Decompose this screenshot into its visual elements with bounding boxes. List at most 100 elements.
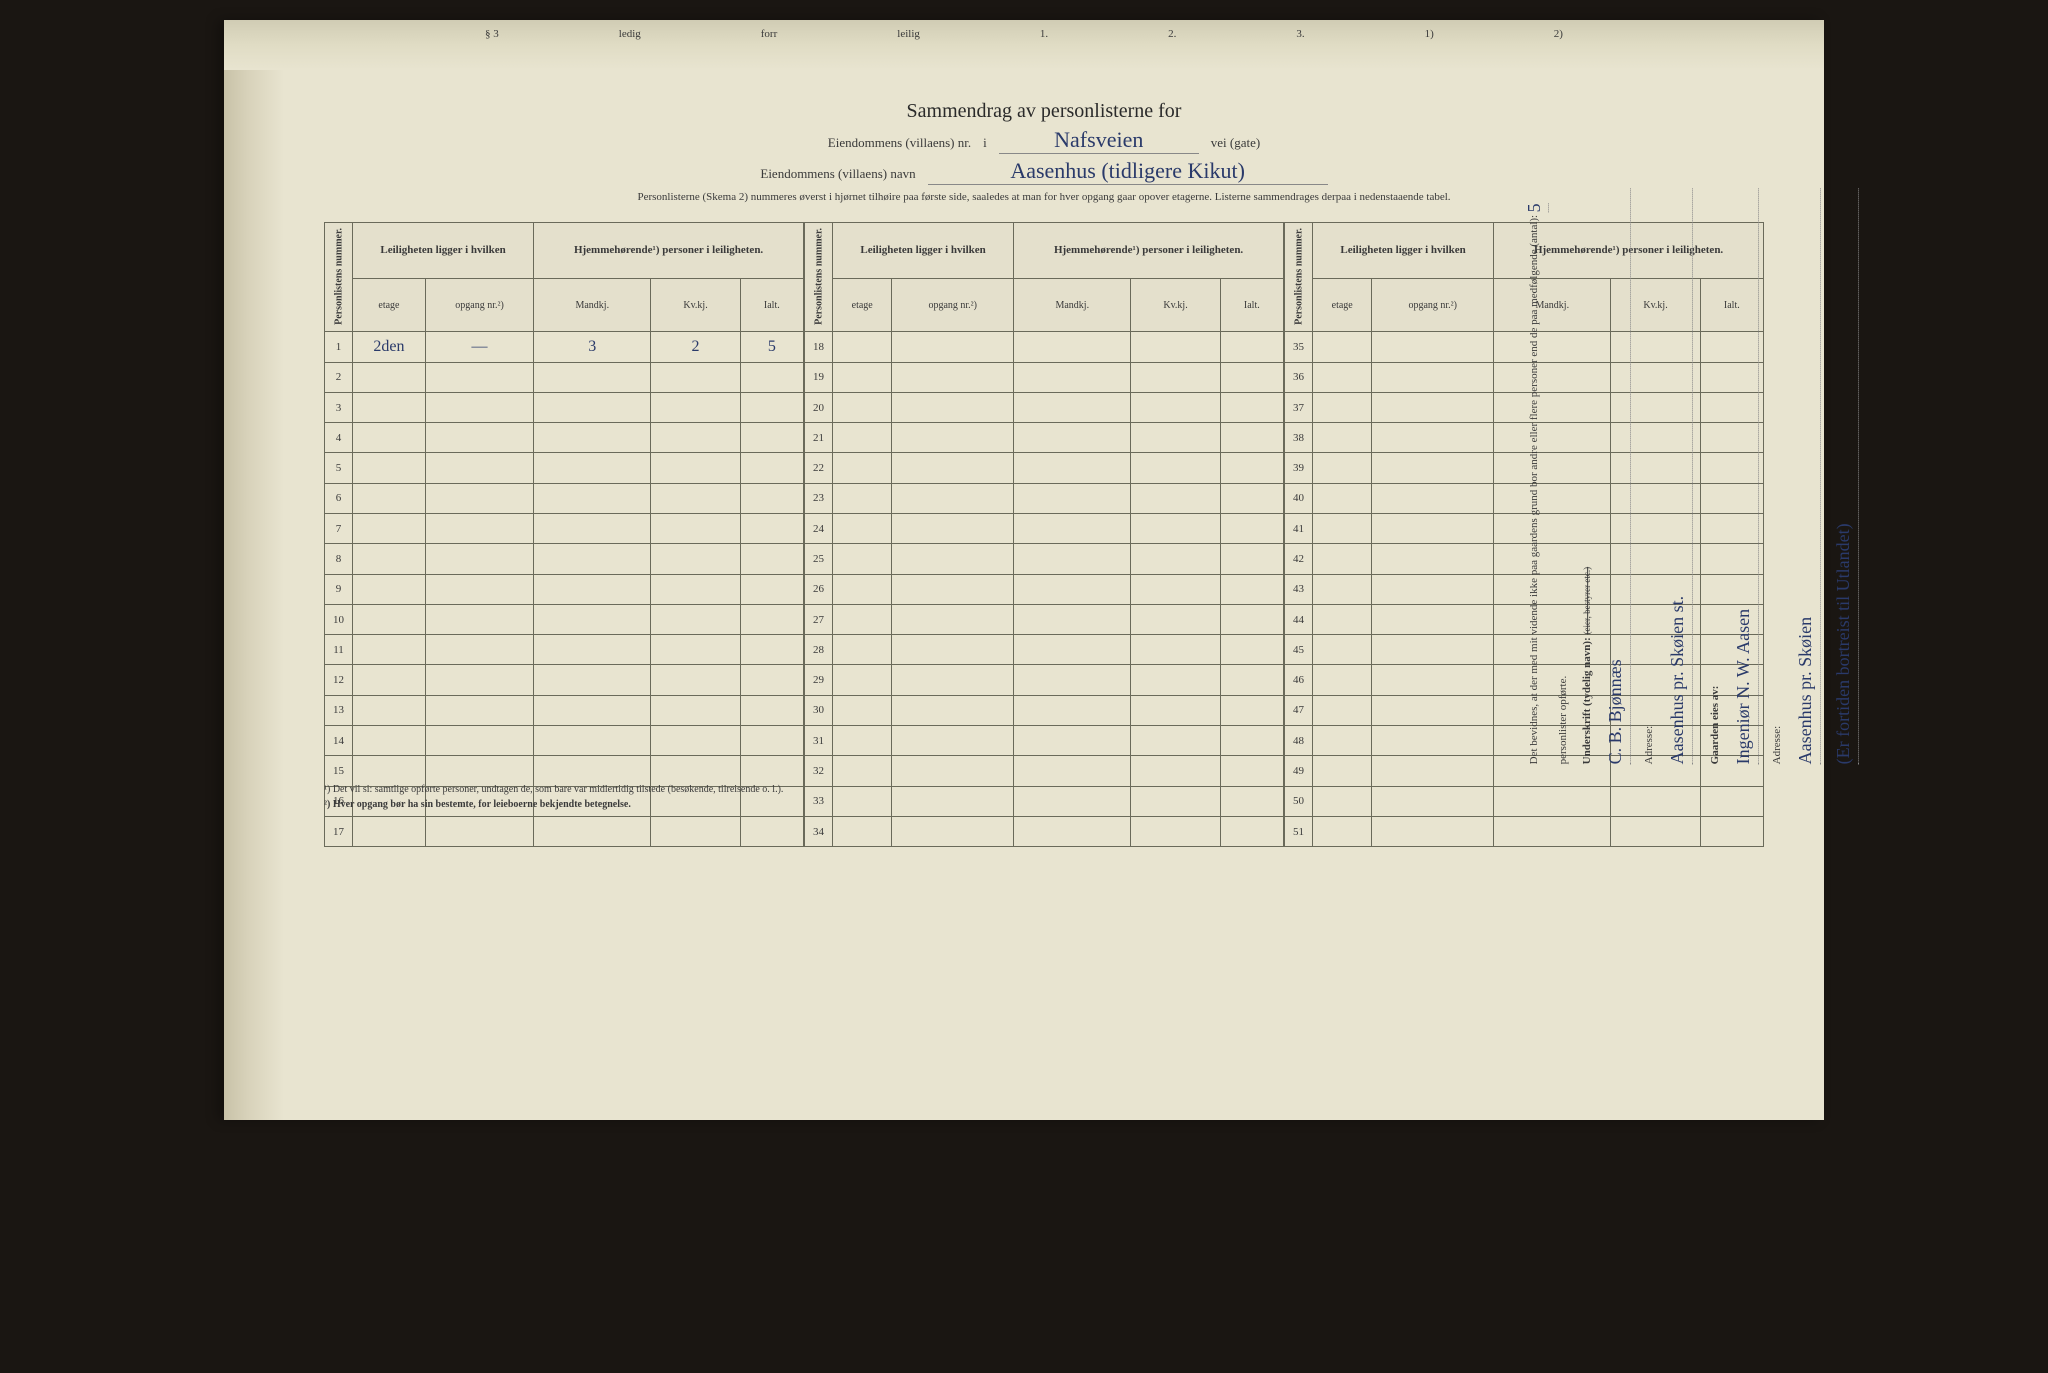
cell-opgang (1372, 362, 1494, 392)
cell-opgang (425, 816, 533, 846)
col-personlist-nr: Personlistens nummer. (325, 222, 353, 332)
table-row: 7 (325, 514, 804, 544)
cell-mandkj (534, 362, 651, 392)
cell-opgang (425, 392, 533, 422)
cell-etage (1313, 544, 1372, 574)
cell-mandkj (1014, 483, 1131, 513)
cell-kvkj (1131, 453, 1220, 483)
cell-etage (833, 816, 892, 846)
cell-etage (1313, 786, 1372, 816)
col-etage: etage (1313, 278, 1372, 331)
cell-opgang (425, 423, 533, 453)
cell-opgang (892, 483, 1014, 513)
table-row: 34 (805, 816, 1284, 846)
cell-mandkj (534, 453, 651, 483)
row-number: 50 (1285, 786, 1313, 816)
cell-kvkj (651, 514, 740, 544)
cell-etage (833, 604, 892, 634)
cell-opgang (892, 514, 1014, 544)
row-number: 41 (1285, 514, 1313, 544)
cell-opgang (892, 665, 1014, 695)
row-number: 27 (805, 604, 833, 634)
col-opgang: opgang nr.²) (1372, 278, 1494, 331)
cell-opgang (1372, 544, 1494, 574)
cell-kvkj (1131, 423, 1220, 453)
fold-label: forr (761, 28, 778, 40)
table-row: 30 (805, 695, 1284, 725)
cell-opgang (892, 392, 1014, 422)
cell-ialt (740, 574, 803, 604)
cell-ialt (1220, 726, 1283, 756)
cell-opgang (1372, 514, 1494, 544)
cell-kvkj (651, 423, 740, 453)
table-row: 27 (805, 604, 1284, 634)
cell-mandkj (1014, 604, 1131, 634)
col-etage: etage (833, 278, 892, 331)
col-kvkj: Kv.kj. (651, 278, 740, 331)
side-panel: Det bevidnes, at der med mit vidende ikk… (1524, 180, 1744, 772)
cell-etage (1313, 604, 1372, 634)
row-number: 49 (1285, 756, 1313, 786)
cell-ialt (740, 544, 803, 574)
row-number: 39 (1285, 453, 1313, 483)
cell-kvkj (651, 695, 740, 725)
row-number: 8 (325, 544, 353, 574)
cell-opgang (425, 635, 533, 665)
cell-ialt (740, 726, 803, 756)
row-number: 47 (1285, 695, 1313, 725)
cell-opgang (425, 544, 533, 574)
cell-kvkj (1131, 362, 1220, 392)
cell-opgang (892, 756, 1014, 786)
top-fold: § 3 ledig forr leilig 1. 2. 3. 1) 2) (224, 20, 1824, 70)
fold-label: 2. (1168, 28, 1176, 40)
cell-opgang (1372, 392, 1494, 422)
row-number: 23 (805, 483, 833, 513)
cell-opgang (892, 453, 1014, 483)
cell-opgang (425, 695, 533, 725)
cell-opgang (892, 635, 1014, 665)
row-number: 17 (325, 816, 353, 846)
cell-opgang (1372, 574, 1494, 604)
street-name-value: Nafsveien (999, 127, 1199, 154)
row-number: 11 (325, 635, 353, 665)
cell-opgang (425, 362, 533, 392)
col-personlist-nr: Personlistens nummer. (805, 222, 833, 332)
cell-kvkj (651, 726, 740, 756)
cell-ialt (740, 362, 803, 392)
cell-etage (1313, 756, 1372, 786)
cell-mandkj (534, 665, 651, 695)
cell-etage (833, 635, 892, 665)
cell-etage (1313, 635, 1372, 665)
cell-etage (833, 786, 892, 816)
cell-mandkj (1014, 695, 1131, 725)
cell-mandkj (1014, 392, 1131, 422)
cell-etage (833, 453, 892, 483)
cell-etage (1313, 332, 1372, 362)
table-row: 20 (805, 392, 1284, 422)
fold-label: 2) (1554, 28, 1563, 40)
cell-ialt (740, 816, 803, 846)
cell-etage (1313, 816, 1372, 846)
cell-kvkj: 2 (651, 332, 740, 362)
cell-kvkj (1131, 756, 1220, 786)
cell-mandkj (1014, 574, 1131, 604)
cell-mandkj (534, 635, 651, 665)
cell-mandkj (534, 695, 651, 725)
cell-opgang (1372, 756, 1494, 786)
form-title: Sammendrag av personlisterne for (907, 100, 1182, 123)
row-number: 9 (325, 574, 353, 604)
cell-opgang (892, 695, 1014, 725)
table-row: 22 (805, 453, 1284, 483)
row-number: 45 (1285, 635, 1313, 665)
row-number: 10 (325, 604, 353, 634)
table-row: 11 (325, 635, 804, 665)
cell-opgang (1372, 423, 1494, 453)
row-number: 40 (1285, 483, 1313, 513)
cell-etage (353, 362, 426, 392)
table-row: 24 (805, 514, 1284, 544)
cell-opgang: — (425, 332, 533, 362)
row-number: 12 (325, 665, 353, 695)
cell-opgang (892, 423, 1014, 453)
cell-etage: 2den (353, 332, 426, 362)
cell-mandkj (534, 514, 651, 544)
